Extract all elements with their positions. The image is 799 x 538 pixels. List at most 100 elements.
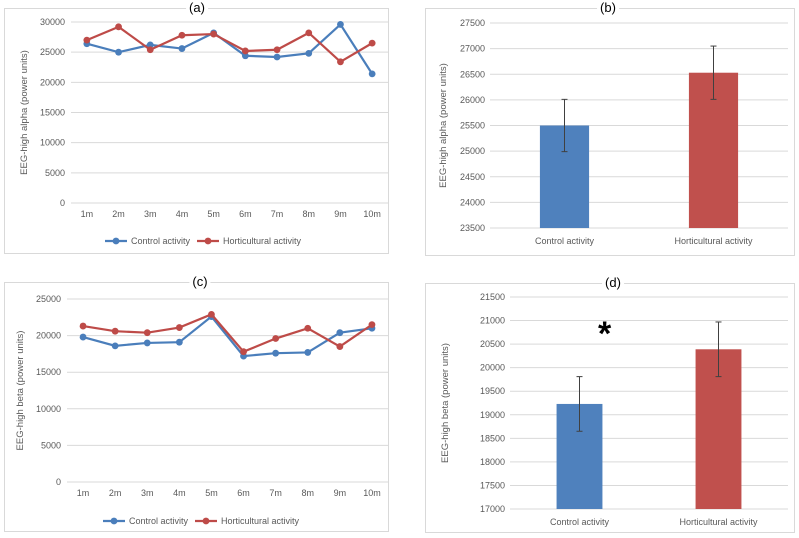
- panel-label-c: (c): [189, 275, 211, 289]
- data-point: [273, 46, 281, 54]
- y-tick-label: 26500: [460, 69, 485, 79]
- x-tick-label: 4m: [173, 488, 186, 498]
- y-tick-label: 21500: [480, 292, 505, 302]
- chart-panel-c: 0 5000 10000 15000 20000 25000 1m 2m 3m 4m 5m 6m 7m 8…: [4, 282, 389, 532]
- x-tick-label: 6m: [239, 209, 252, 219]
- y-tick-label: 10000: [40, 138, 65, 148]
- series-line-1: [86, 25, 373, 64]
- data-point: [272, 349, 280, 357]
- line-chart-c: 0 5000 10000 15000 20000 25000 1m 2m 3m 4m 5m 6m 7m 8…: [15, 294, 388, 526]
- series-line-0: [86, 22, 374, 75]
- y-tick-label: 21000: [480, 316, 505, 326]
- data-point: [146, 46, 154, 54]
- y-tick-label: 5000: [41, 440, 61, 450]
- data-point: [111, 342, 119, 350]
- data-point: [273, 53, 281, 61]
- significance-asterisk: *: [598, 315, 612, 353]
- data-point: [210, 30, 218, 38]
- y-tick-label: 19500: [480, 386, 505, 396]
- line-chart-a: 0 5000 10000 15000 20000 25000 30000 1m 2m 3m 4m 5m…: [19, 17, 388, 246]
- legend-label: Horticultural activity: [221, 516, 300, 526]
- data-point: [305, 49, 313, 57]
- data-point: [175, 338, 183, 346]
- x-tick-label: 8m: [302, 209, 315, 219]
- y-tick-label: 30000: [40, 17, 65, 27]
- y-tick-label: 20500: [480, 339, 505, 349]
- y-tick-label: 10000: [36, 404, 61, 414]
- data-point: [175, 324, 183, 331]
- legend-marker: [110, 517, 118, 525]
- x-tick-label: 3m: [141, 488, 154, 498]
- data-point: [178, 31, 186, 39]
- legend-marker: [112, 237, 120, 245]
- data-point: [146, 41, 154, 49]
- panel-label-a: (a): [186, 1, 208, 15]
- y-tick-label: 26000: [460, 95, 485, 105]
- x-tick-label: 10m: [363, 209, 381, 219]
- data-point: [79, 322, 87, 330]
- x-tick-label: 1m: [77, 488, 90, 498]
- data-point: [337, 21, 344, 28]
- legend-marker: [202, 517, 210, 525]
- y-tick-label: 0: [60, 198, 65, 208]
- x-tick-label: Control activity: [550, 517, 610, 527]
- data-point: [79, 333, 87, 341]
- x-tick-label: 1m: [81, 209, 94, 219]
- y-axis-title: EEG-high alpha (power units): [19, 50, 30, 175]
- y-tick-label: 24000: [460, 197, 485, 207]
- data-point: [143, 339, 151, 347]
- x-tick-label: 8m: [301, 488, 314, 498]
- x-tick-label: Control activity: [535, 236, 595, 246]
- y-tick-label: 20000: [40, 77, 65, 87]
- legend-label: Control activity: [131, 236, 191, 246]
- y-tick-label: 5000: [45, 168, 65, 178]
- y-axis-title: EEG-high alpha (power units): [438, 63, 449, 188]
- x-tick-label: 9m: [334, 209, 347, 219]
- x-tick-label: 5m: [205, 488, 218, 498]
- y-tick-label: 25500: [460, 121, 485, 131]
- chart-panel-a: 0 5000 10000 15000 20000 25000 30000 1m 2m 3m 4m 5m…: [4, 8, 389, 254]
- data-point: [241, 47, 249, 55]
- data-point: [336, 329, 344, 337]
- y-tick-label: 19000: [480, 410, 505, 420]
- data-point: [83, 36, 91, 44]
- bar-chart-b: 23500 24000 24500 25000 25500 26000 26500 27000…: [438, 18, 788, 246]
- x-tick-label: 7m: [271, 209, 284, 219]
- y-tick-label: 15000: [36, 367, 61, 377]
- series-line-0: [82, 315, 373, 358]
- x-tick-label: 3m: [144, 209, 157, 219]
- data-point: [304, 349, 312, 356]
- y-tick-label: 17500: [480, 480, 505, 490]
- data-point: [304, 324, 312, 332]
- y-tick-label: 25000: [36, 294, 61, 304]
- data-point: [241, 52, 249, 60]
- bar-chart-d: 17000 17500 18000 18500 19000 19500 20000 20500…: [440, 292, 788, 527]
- y-tick-label: 18000: [480, 457, 505, 467]
- y-tick-label: 0: [56, 477, 61, 487]
- x-tick-label: 6m: [237, 488, 250, 498]
- y-tick-label: 17000: [480, 504, 505, 514]
- x-tick-label: 9m: [334, 488, 347, 498]
- data-point: [368, 39, 376, 47]
- x-tick-label: 5m: [207, 209, 220, 219]
- y-tick-label: 15000: [40, 108, 65, 118]
- data-point: [111, 327, 119, 335]
- data-point: [272, 335, 280, 342]
- x-tick-label: Horticultural activity: [674, 236, 753, 246]
- y-tick-label: 18500: [480, 433, 505, 443]
- data-point: [336, 343, 344, 350]
- data-point: [368, 321, 376, 329]
- data-point: [178, 45, 186, 52]
- x-tick-label: 2m: [112, 209, 125, 219]
- panel-label-d: (d): [602, 276, 624, 290]
- data-point: [115, 23, 122, 31]
- data-point: [305, 29, 313, 37]
- y-tick-label: 20000: [480, 363, 505, 373]
- y-tick-label: 25000: [40, 47, 65, 57]
- x-tick-label: 10m: [363, 488, 381, 498]
- x-tick-label: 4m: [176, 209, 189, 219]
- series-line-1: [82, 313, 373, 354]
- y-tick-label: 20000: [36, 331, 61, 341]
- x-tick-label: 7m: [269, 488, 282, 498]
- y-tick-label: 23500: [460, 223, 485, 233]
